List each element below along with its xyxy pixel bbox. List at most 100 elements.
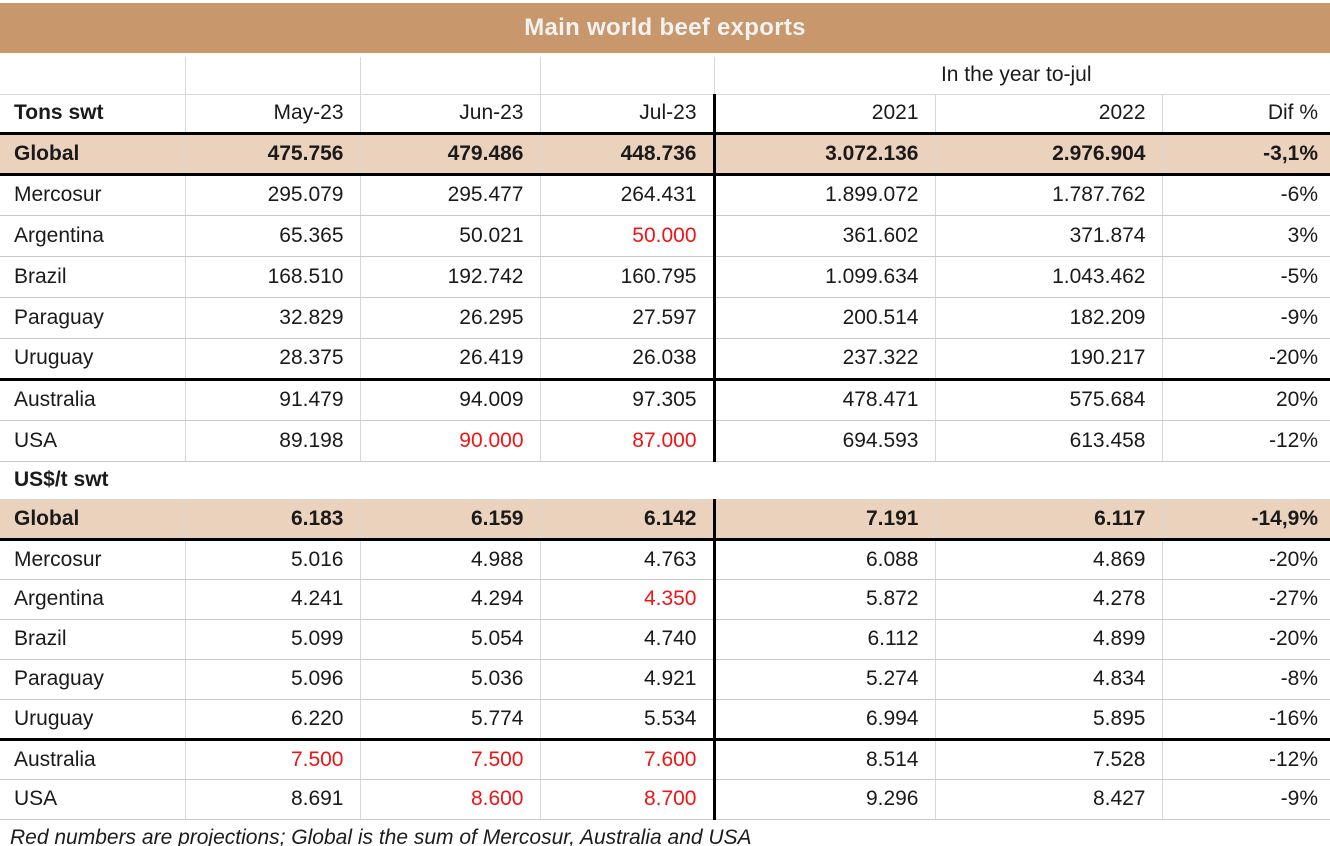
- value-cell: 371.874: [934, 215, 1162, 257]
- table-row-brazil: Brazil 5.099 5.054 4.740 6.112 4.899 -20%: [0, 619, 1330, 660]
- table-row-argentina: Argentina 4.241 4.294 4.350 5.872 4.278 -27%: [0, 579, 1330, 620]
- value-cell: 8.427: [934, 779, 1162, 820]
- value-cell: 5.534: [539, 699, 714, 741]
- projection-value: 8.700: [539, 779, 714, 820]
- table-row-paraguay: Paraguay 5.096 5.036 4.921 5.274 4.834 -8%: [0, 659, 1330, 700]
- value-cell: 478.471: [712, 379, 935, 421]
- value-cell: 3.072.136: [712, 133, 935, 176]
- value-cell: -6%: [1161, 174, 1330, 216]
- row-label: Mercosur: [0, 539, 185, 580]
- value-cell: 448.736: [539, 133, 714, 176]
- value-cell: 5.054: [359, 619, 540, 660]
- value-cell: 4.899: [934, 619, 1162, 660]
- projection-value: 8.600: [359, 779, 540, 820]
- value-cell: 190.217: [934, 338, 1162, 381]
- projection-value: 7.500: [184, 739, 360, 780]
- projection-value: 90.000: [359, 420, 540, 462]
- value-cell: 6.183: [184, 499, 360, 541]
- value-cell: 89.198: [184, 420, 360, 462]
- value-cell: 5.016: [184, 539, 360, 580]
- value-cell: 475.756: [184, 133, 360, 176]
- value-cell: 65.365: [184, 215, 360, 257]
- value-cell: 4.834: [934, 659, 1162, 700]
- value-cell: -9%: [1161, 297, 1330, 339]
- empty-cell: [184, 57, 360, 95]
- row-label: USA: [0, 420, 185, 462]
- table-row-uruguay: Uruguay 28.375 26.419 26.038 237.322 190.217-…: [0, 338, 1330, 381]
- row-label: Mercosur: [0, 174, 185, 216]
- projection-value: 7.600: [539, 739, 714, 780]
- value-cell: -12%: [1161, 739, 1330, 780]
- value-cell: 3%: [1161, 215, 1330, 257]
- report-title-band: Main world beef exports: [0, 3, 1330, 53]
- footnote: Red numbers are projections; Global is t…: [10, 825, 752, 846]
- value-cell: 94.009: [359, 379, 540, 421]
- value-cell: -9%: [1161, 779, 1330, 820]
- value-cell: 5.036: [359, 659, 540, 700]
- unit-header-usd: US$/t swt: [0, 461, 1330, 500]
- value-cell: 4.921: [539, 659, 714, 700]
- row-label: Australia: [0, 739, 185, 780]
- value-cell: -8%: [1161, 659, 1330, 700]
- row-label: Brazil: [0, 256, 185, 298]
- projection-value: 87.000: [539, 420, 714, 462]
- col-header-may: May-23: [184, 94, 360, 135]
- row-label: Paraguay: [0, 297, 185, 339]
- value-cell: 2.976.904: [934, 133, 1162, 176]
- value-cell: 26.038: [539, 338, 714, 381]
- group-header-row: In the year to-jul: [0, 57, 1330, 95]
- value-cell: 237.322: [712, 338, 935, 381]
- value-cell: -5%: [1161, 256, 1330, 298]
- value-cell: -20%: [1161, 539, 1330, 580]
- value-cell: 5.895: [934, 699, 1162, 741]
- value-cell: 6.994: [712, 699, 935, 741]
- value-cell: 5.274: [712, 659, 935, 700]
- value-cell: 5.774: [359, 699, 540, 741]
- row-label: Global: [0, 499, 185, 541]
- value-cell: 4.869: [934, 539, 1162, 580]
- unit-header-tons: Tons swt: [0, 94, 185, 135]
- value-cell: 32.829: [184, 297, 360, 339]
- value-cell: 1.899.072: [712, 174, 935, 216]
- table-row-usa: USA 8.691 8.600 8.700 9.296 8.427 -9%: [0, 779, 1330, 820]
- value-cell: 26.295: [359, 297, 540, 339]
- value-cell: 26.419: [359, 338, 540, 381]
- row-label: Uruguay: [0, 699, 185, 741]
- value-cell: -14,9%: [1161, 499, 1330, 541]
- col-header-dif: Dif %: [1161, 94, 1330, 135]
- value-cell: 4.988: [359, 539, 540, 580]
- value-cell: -20%: [1161, 338, 1330, 381]
- col-header-jul: Jul-23: [539, 94, 714, 135]
- value-cell: -27%: [1161, 579, 1330, 620]
- value-cell: 1.099.634: [712, 256, 935, 298]
- value-cell: -20%: [1161, 619, 1330, 660]
- row-label: Argentina: [0, 215, 185, 257]
- table-row-mercosur: Mercosur 5.016 4.988 4.763 6.088 4.869 -20%: [0, 539, 1330, 580]
- value-cell: 613.458: [934, 420, 1162, 462]
- value-cell: 6.220: [184, 699, 360, 741]
- value-cell: 7.191: [712, 499, 935, 541]
- projection-value: 7.500: [359, 739, 540, 780]
- value-cell: 4.241: [184, 579, 360, 620]
- row-label: USA: [0, 779, 185, 820]
- table-row-brazil: Brazil 168.510 192.742 160.795 1.099.634 1.04…: [0, 256, 1330, 298]
- value-cell: 168.510: [184, 256, 360, 298]
- projection-value: 50.000: [539, 215, 714, 257]
- value-cell: 192.742: [359, 256, 540, 298]
- row-label: Uruguay: [0, 338, 185, 381]
- table-row-usa: USA 89.198 90.000 87.000 694.593 613.458 -12%: [0, 420, 1330, 462]
- usd-section-header: US$/t swt: [0, 461, 1330, 500]
- value-cell: 91.479: [184, 379, 360, 421]
- value-cell: 20%: [1161, 379, 1330, 421]
- row-label: Argentina: [0, 579, 185, 620]
- value-cell: 5.099: [184, 619, 360, 660]
- usd-section-body: Global 6.183 6.159 6.142 7.191 6.117 -14,9% Mer…: [0, 499, 1330, 820]
- value-cell: 8.514: [712, 739, 935, 780]
- value-cell: 4.763: [539, 539, 714, 580]
- value-cell: 6.117: [934, 499, 1162, 541]
- tons-section-body: Global 475.756 479.486 448.736 3.072.136 2.97…: [0, 133, 1330, 462]
- table-row-mercosur: Mercosur 295.079 295.477 264.431 1.899.072 1.…: [0, 174, 1330, 216]
- value-cell: 575.684: [934, 379, 1162, 421]
- value-cell: 295.477: [359, 174, 540, 216]
- value-cell: 50.021: [359, 215, 540, 257]
